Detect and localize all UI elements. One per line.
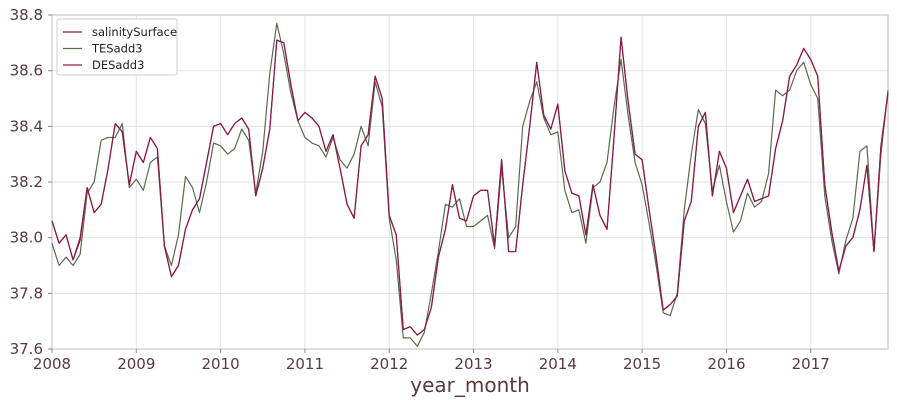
y-tick-label: 37.8 — [10, 284, 43, 302]
series-line-TESadd3 — [51, 22, 889, 347]
x-tick-label: 2012 — [370, 355, 408, 373]
y-tick-label: 37.6 — [10, 340, 43, 358]
x-tick-label: 2016 — [707, 355, 745, 373]
x-tick-label: 2017 — [792, 355, 830, 373]
x-tick-label: 2014 — [539, 355, 577, 373]
x-axis-ticks: 2008 2009 2010 2011 2012 2013 2014 2015 2016 2017 — [33, 349, 830, 373]
y-tick-label: 38.6 — [10, 62, 43, 80]
x-tick-label: 2010 — [202, 355, 240, 373]
x-tick-label: 2009 — [117, 355, 155, 373]
x-tick-label: 2015 — [623, 355, 661, 373]
series-line-DESadd3 — [51, 36, 889, 336]
legend-label-DESadd3: DESadd3 — [92, 58, 144, 72]
legend-label-TESadd3: TESadd3 — [91, 42, 143, 56]
x-tick-label: 2013 — [454, 355, 492, 373]
series-layer — [51, 22, 889, 347]
x-axis-title: year_month — [410, 373, 530, 397]
x-tick-label: 2008 — [33, 355, 71, 373]
y-tick-label: 38.2 — [10, 173, 43, 191]
legend-label-salinitySurface: salinitySurface — [92, 25, 177, 39]
y-tick-label: 38.4 — [10, 117, 43, 135]
legend: salinitySurface TESadd3 DESadd3 — [56, 18, 178, 76]
legend-box — [56, 18, 178, 76]
y-tick-label: 38.8 — [10, 6, 43, 24]
x-tick-label: 2011 — [286, 355, 324, 373]
y-axis-ticks: 37.6 37.8 38.0 38.2 38.4 38.6 38.8 — [10, 6, 52, 358]
y-tick-label: 38.0 — [10, 229, 43, 247]
